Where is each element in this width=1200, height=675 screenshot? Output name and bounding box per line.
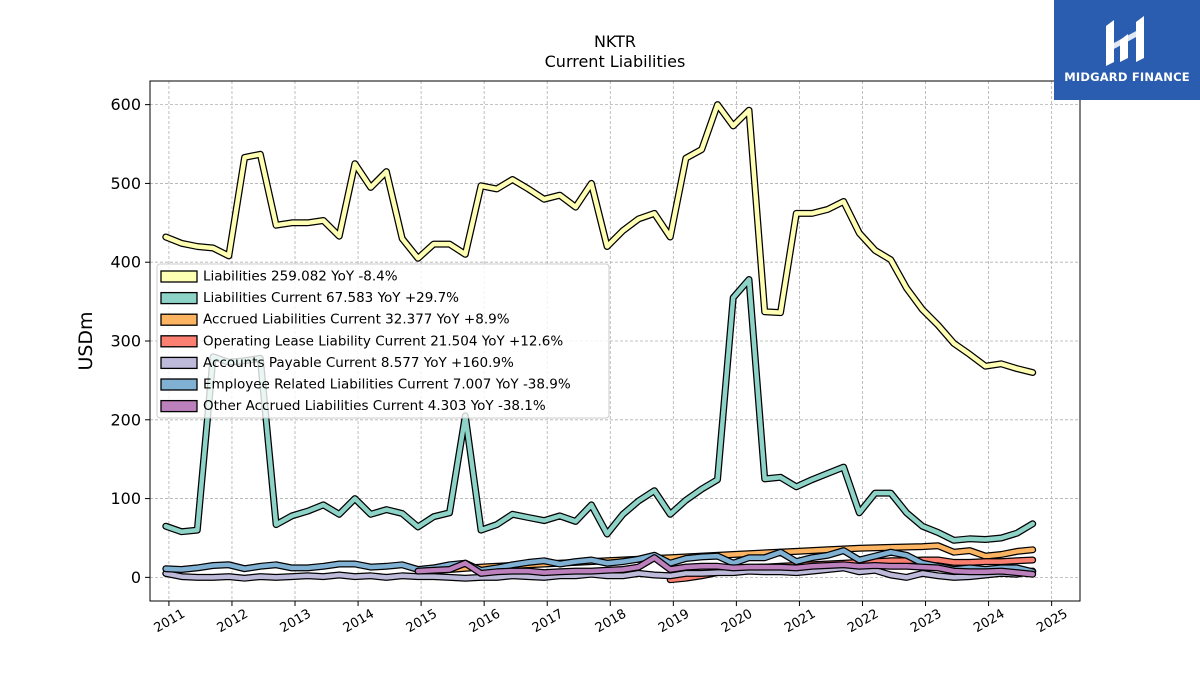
- legend-label-employee-related-liabilities-current: Employee Related Liabilities Current 7.0…: [203, 377, 571, 393]
- legend-swatch-operating-lease-liability-current: [160, 335, 198, 348]
- series-line-liabilities: [163, 102, 1035, 375]
- x-tick-label: 2020: [719, 607, 755, 637]
- midgard-finance-logo: MIDGARD FINANCE: [1054, 0, 1200, 100]
- legend-label-operating-lease-liability-current: Operating Lease Liability Current 21.504…: [203, 333, 563, 349]
- series-lines: [162, 101, 1037, 584]
- chart-title: NKTR: [594, 32, 636, 51]
- y-tick-label: 100: [110, 489, 141, 508]
- y-tick-label: 600: [110, 95, 141, 114]
- legend-label-other-accrued-liabilities-current: Other Accrued Liabilities Current 4.303 …: [203, 398, 546, 414]
- x-tick-label: 2016: [467, 607, 503, 637]
- y-tick-label: 300: [110, 332, 141, 351]
- y-tick-label: 0: [131, 568, 141, 587]
- legend-swatch-accrued-liabilities-current: [160, 313, 198, 326]
- legend-label-liabilities: Liabilities 259.082 YoY -8.4%: [203, 269, 398, 285]
- x-tick-label: 2013: [278, 607, 314, 637]
- legend-swatch-liabilities-current: [160, 291, 198, 305]
- x-tick-label: 2018: [593, 607, 629, 637]
- legend-swatch-other-accrued-liabilities-current: [160, 399, 198, 413]
- x-tick-label: 2022: [845, 607, 881, 637]
- x-tick-label: 2011: [152, 607, 188, 637]
- legend-box: [156, 263, 610, 419]
- series-line-other-accrued-liabilities-current: [415, 555, 1035, 577]
- legend: Liabilities 259.082 YoY -8.4% Liabilities…: [156, 263, 610, 419]
- legend-swatch-accounts-payable-current: [160, 356, 198, 370]
- y-tick-label: 500: [110, 174, 141, 193]
- series-line-accounts-payable-current: [163, 565, 1035, 581]
- x-tick-label: 2024: [971, 607, 1007, 637]
- x-tick-label: 2015: [404, 607, 440, 637]
- legend-label-accounts-payable-current: Accounts Payable Current 8.577 YoY +160.…: [203, 355, 514, 371]
- legend-label-accrued-liabilities-current: Accrued Liabilities Current 32.377 YoY +…: [203, 312, 510, 328]
- x-tick-label: 2021: [782, 607, 818, 637]
- logo-text: MIDGARD FINANCE: [1064, 70, 1190, 84]
- y-axis-label: USDm: [75, 311, 97, 370]
- legend-label-liabilities-current: Liabilities Current 67.583 YoY +29.7%: [203, 290, 459, 306]
- series-line-liabilities-current: [163, 277, 1035, 543]
- series-line-employee-related-liabilities-current: [163, 548, 1035, 575]
- legend-swatch-liabilities: [160, 270, 198, 283]
- logo-mark-icon: [1106, 16, 1144, 66]
- x-tick-label: 2014: [341, 607, 377, 637]
- y-tick-label: 200: [110, 410, 141, 429]
- x-tick-label: 2025: [1034, 607, 1070, 637]
- y-tick-label: 400: [110, 253, 141, 272]
- x-tick-label: 2023: [908, 607, 944, 637]
- x-tick-label: 2017: [530, 607, 566, 637]
- legend-swatch-employee-related-liabilities-current: [160, 378, 198, 391]
- chart-subtitle: Current Liabilities: [545, 52, 686, 71]
- x-tick-label: 2012: [215, 607, 251, 637]
- x-tick-label: 2019: [656, 607, 692, 637]
